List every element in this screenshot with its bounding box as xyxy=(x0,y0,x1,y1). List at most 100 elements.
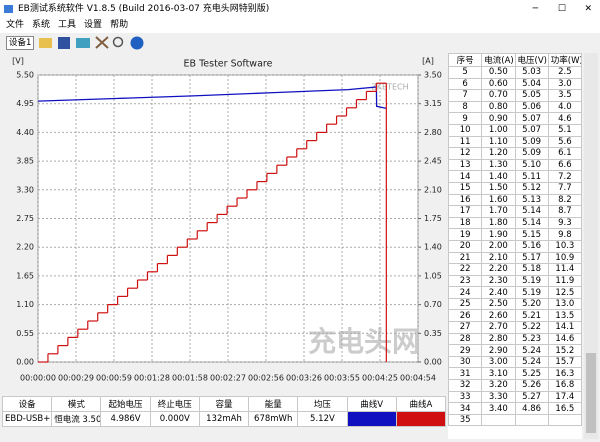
minimize-button[interactable]: ─ xyxy=(532,4,538,14)
cell: 25 xyxy=(448,297,483,311)
cell: 8.2 xyxy=(547,193,582,207)
cell: 3.0 xyxy=(547,77,582,91)
open-icon[interactable] xyxy=(39,38,52,48)
cell: 5.20 xyxy=(514,297,549,311)
scroll-thumb[interactable] xyxy=(586,353,596,433)
header-cell: 曲线V xyxy=(346,396,397,412)
cell: 4.86 xyxy=(514,402,549,415)
data-row: 23 2.30 5.19 11.9 xyxy=(448,274,582,288)
scrollbar[interactable] xyxy=(584,53,598,439)
cell: 1.50 xyxy=(481,181,516,195)
cell: 3.40 xyxy=(481,402,516,415)
x-tick-label: 00:01:28 xyxy=(134,374,170,383)
header-cell: 均压 xyxy=(297,396,348,412)
header-cell: 序号 xyxy=(448,53,483,67)
menu-item[interactable]: 帮助 xyxy=(110,20,129,30)
data-row: 35 xyxy=(448,413,582,427)
summary-table: 设备 模式 起始电压 终止电压 容量 能量 均压 曲线V 曲线A EBD-USB+ 恒电流 3.50… xyxy=(1,396,447,427)
cell: 5.09 xyxy=(514,147,549,160)
y2-tick-label: 2.80 xyxy=(424,128,442,137)
data-row: 31 3.10 5.25 16.3 xyxy=(448,367,582,381)
cell: 3.5 xyxy=(547,89,582,102)
cell: 678mWh xyxy=(248,411,299,427)
cell: 4.986V xyxy=(100,411,151,427)
cell: 17.4 xyxy=(547,390,582,404)
cell: 7.7 xyxy=(547,181,582,195)
cell: 1.70 xyxy=(481,205,516,218)
cell: 14.1 xyxy=(547,321,582,334)
window-title: EB测试系统软件 V1.8.5 (Build 2016-03-07 充电头网特别… xyxy=(18,4,270,14)
tools-icon[interactable] xyxy=(95,36,109,49)
data-row: 21 2.10 5.17 10.9 xyxy=(448,251,582,265)
cell: 10.3 xyxy=(547,239,582,253)
menu-item[interactable]: 系统 xyxy=(32,20,51,30)
summary-panel: 设备 模式 起始电压 终止电压 容量 能量 均压 曲线V 曲线A EBD-USB+ 恒电流 3.50… xyxy=(1,396,447,436)
data-row: 5 0.50 5.03 2.5 xyxy=(448,66,582,79)
y-tick-label: 0.55 xyxy=(16,329,34,338)
cell: 30 xyxy=(448,355,483,369)
menu-item[interactable]: 设置 xyxy=(84,20,103,30)
data-row: 33 3.30 5.27 17.4 xyxy=(448,390,582,404)
cell: 5.25 xyxy=(514,367,549,381)
curve-swatch[interactable] xyxy=(395,411,447,427)
x-tick-label: 00:04:54 xyxy=(400,374,436,383)
cell: 8.7 xyxy=(547,205,582,218)
cell: 1.60 xyxy=(481,193,516,207)
cell: 18 xyxy=(448,216,483,230)
cell: 12.5 xyxy=(547,286,582,299)
cell: 2.80 xyxy=(481,332,516,346)
cell: 5 xyxy=(448,66,483,79)
toolbar: 设备1 xyxy=(0,33,600,53)
cell: 5.19 xyxy=(514,274,549,288)
cell: 5.03 xyxy=(514,66,549,79)
header-row: 设备 模式 起始电压 终止电压 容量 能量 均压 曲线V 曲线A xyxy=(1,396,447,412)
search-icon[interactable] xyxy=(112,36,124,48)
cell: 17 xyxy=(448,205,483,218)
cell: 4.0 xyxy=(547,100,582,114)
cell: 0.60 xyxy=(481,77,516,91)
cell: 6.6 xyxy=(547,158,582,172)
data-row: 16 1.60 5.13 8.2 xyxy=(448,193,582,207)
close-button[interactable]: ✕ xyxy=(584,4,592,14)
cell: 13.5 xyxy=(547,309,582,323)
cell: 14 xyxy=(448,170,483,183)
data-panel: 序号 电流(A) 电压(V) 功率(W) 5 0.50 5.03 2.5 6 0.60 5.04 3.… xyxy=(448,53,582,439)
cell: 29 xyxy=(448,344,483,357)
cell: 16.8 xyxy=(547,379,582,392)
cell: 5.18 xyxy=(514,263,549,276)
menu-item[interactable]: 文件 xyxy=(6,20,25,30)
cell: 0.90 xyxy=(481,112,516,125)
data-row: 7 0.70 5.05 3.5 xyxy=(448,89,582,102)
cell: 11 xyxy=(448,135,483,149)
header-cell: 容量 xyxy=(198,396,250,412)
y2-tick-label: 0.70 xyxy=(424,300,442,309)
cell: 5.6 xyxy=(547,135,582,149)
cell: 132mAh xyxy=(198,411,250,427)
data-table: 序号 电流(A) 电压(V) 功率(W) 5 0.50 5.03 2.5 6 0.60 5.04 3.… xyxy=(448,53,582,427)
app-icon xyxy=(4,5,13,13)
cell: 3.30 xyxy=(481,390,516,404)
cell: 11.9 xyxy=(547,274,582,288)
curve-swatch[interactable] xyxy=(346,411,397,427)
cell: 16.5 xyxy=(547,402,582,415)
menu-item[interactable]: 工具 xyxy=(58,20,77,30)
info-icon[interactable] xyxy=(130,36,144,50)
save-icon[interactable] xyxy=(58,37,70,49)
device-selector[interactable]: 设备1 xyxy=(6,36,35,50)
cell: 0.50 xyxy=(481,66,516,79)
cell: 24 xyxy=(448,286,483,299)
data-row: 27 2.70 5.22 14.1 xyxy=(448,321,582,334)
cell: 28 xyxy=(448,332,483,346)
cell: 1.80 xyxy=(481,216,516,230)
cell: 15.2 xyxy=(547,344,582,357)
chart-icon[interactable] xyxy=(76,38,90,48)
maximize-button[interactable]: ☐ xyxy=(557,4,566,14)
cell: 7.2 xyxy=(547,170,582,183)
y2-tick-label: 3.50 xyxy=(424,71,442,80)
y2-axis-label: [A] xyxy=(422,57,434,66)
cell: 7 xyxy=(448,89,483,102)
header-cell: 曲线A xyxy=(395,396,447,412)
header-cell: 能量 xyxy=(248,396,299,412)
cell: 3.20 xyxy=(481,379,516,392)
data-row: 25 2.50 5.20 13.0 xyxy=(448,297,582,311)
